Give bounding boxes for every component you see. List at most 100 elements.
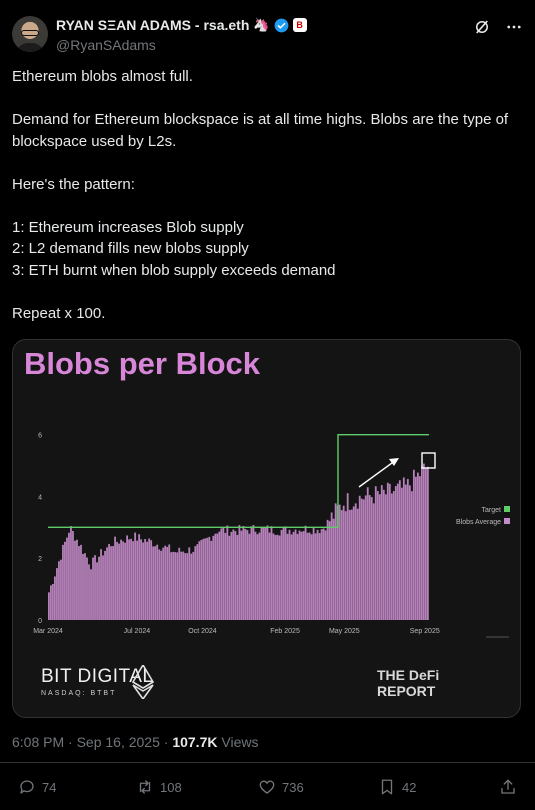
reply-button[interactable]: 74: [18, 778, 56, 796]
blobs-average-bar: [236, 534, 239, 620]
blobs-average-bar: [312, 527, 315, 620]
blobs-average-bar: [392, 491, 395, 620]
grok-icon[interactable]: [473, 18, 491, 36]
timestamp[interactable]: 6:08 PM · Sep 16, 2025 ·: [12, 734, 169, 750]
blobs-average-bar: [164, 545, 167, 620]
blobs-average-bar: [70, 526, 72, 620]
blobs-average-bar: [388, 483, 391, 620]
legend-label: Blobs Average: [456, 519, 501, 526]
chart-title: Blobs per Block: [24, 346, 260, 381]
x-tick-label: Oct 2024: [188, 628, 217, 635]
target-line: [48, 433, 429, 529]
blobs-average-bar: [370, 497, 373, 620]
blobs-average-bar: [184, 553, 187, 620]
avatar[interactable]: [12, 16, 48, 52]
defi-report-logo: THE DeFi REPORT: [377, 667, 439, 699]
blobs-average-bar: [240, 530, 243, 620]
line-gap: [12, 88, 523, 110]
x-tick-label: Jul 2024: [124, 628, 151, 635]
blobs-average-bar: [176, 552, 179, 620]
blobs-average-bar: [156, 544, 159, 620]
blobs-average-bar: [128, 539, 131, 620]
blobs-average-bar: [292, 531, 295, 620]
tweet-header: RYAN SΞAN ADAMS - rsa.eth 🦄 B @RyanSAdam…: [12, 14, 523, 58]
verified-badge-icon[interactable]: [274, 18, 289, 33]
annotation-box: [421, 452, 436, 469]
tweet-text: Ethereum blobs almost full. Demand for E…: [12, 66, 523, 324]
legend-swatch: [504, 518, 510, 524]
blobs-average-bar: [410, 491, 413, 620]
blobs-average-bar: [124, 542, 126, 620]
heart-icon: [259, 780, 275, 794]
blobs-average-bar: [324, 530, 327, 620]
blobs-average-bar: [210, 540, 213, 620]
blobs-average-bar: [400, 487, 403, 620]
blobs-average-bar: [340, 510, 343, 620]
blobs-average-bar: [76, 539, 78, 620]
blobs-average-bar: [358, 495, 361, 620]
bit-digital-logo: BIT DIGITAL NASDAQ: BTBT: [41, 666, 154, 697]
tweet-line: Demand for Ethereum blockspace is at all…: [12, 111, 509, 150]
blobs-average-bar: [326, 519, 329, 620]
blobs-average-bar: [202, 538, 205, 620]
blobs-average-bar: [356, 508, 359, 620]
blobs-average-bar: [130, 538, 133, 620]
blobs-average-bar: [82, 553, 84, 620]
blobs-average-bar: [416, 472, 419, 620]
blobs-average-bar: [192, 551, 195, 620]
blobs-average-bar: [154, 546, 157, 620]
blobs-average-bar: [114, 536, 116, 620]
blobs-average-bar: [264, 527, 267, 620]
blobs-average-bar: [182, 551, 185, 620]
more-options-icon[interactable]: [505, 18, 523, 36]
annotation-arrowhead: [389, 458, 399, 466]
blobs-average-bar: [62, 544, 64, 620]
blobs-average-bar: [174, 552, 177, 620]
blobs-average-bar: [282, 526, 285, 620]
blobs-average-bar: [314, 533, 317, 620]
tweet-line: Repeat x 100.: [12, 304, 106, 322]
avatar-shirt: [16, 43, 44, 52]
blobs-average-bar: [342, 505, 345, 620]
blobs-average-bar: [68, 532, 70, 620]
user-handle[interactable]: @RyanSAdams: [56, 37, 156, 53]
share-button[interactable]: [499, 778, 517, 796]
blobs-average-bar: [122, 541, 124, 620]
repost-button[interactable]: 108: [136, 778, 182, 796]
reply-count: 74: [42, 779, 57, 795]
legend-label: Target: [482, 507, 502, 514]
blobs-average-bar: [242, 526, 245, 620]
blobs-average-bar: [424, 467, 427, 620]
blobs-average-bar: [306, 532, 309, 620]
blobs-average-bar: [168, 544, 171, 620]
views-label: Views: [221, 734, 259, 750]
y-tick-label: 2: [38, 556, 42, 563]
blobs-average-bar: [220, 528, 223, 620]
blobs-average-bar: [412, 469, 415, 620]
blobs-average-bar: [166, 546, 169, 620]
line-gap: [12, 152, 523, 174]
blobs-average-bar: [346, 493, 349, 620]
blobs-average-bar: [250, 526, 253, 620]
blobs-average-bar: [50, 585, 52, 620]
blobs-average-bar: [262, 527, 265, 620]
bit-digital-wordmark: BIT DIGITAL: [41, 666, 154, 687]
bookmark-button[interactable]: 42: [378, 778, 416, 796]
affiliate-badge[interactable]: B: [292, 18, 307, 32]
blobs-average-bar: [204, 538, 207, 620]
like-button[interactable]: 736: [258, 778, 304, 796]
blobs-average-bar: [60, 559, 62, 620]
blobs-average-bar: [330, 512, 333, 620]
media-card[interactable]: Blobs per Block 0 2 4 6 Mar 2024 Jul 2024 Oct …: [12, 339, 521, 718]
blobs-average-bar: [310, 534, 313, 620]
blobs-average-bar: [380, 485, 383, 620]
blobs-average-bar: [328, 521, 331, 620]
y-tick-label: 6: [38, 433, 42, 440]
blobs-average-bar: [188, 547, 191, 620]
blobs-average-bar: [224, 532, 227, 620]
display-name[interactable]: RYAN SΞAN ADAMS - rsa.eth: [56, 17, 250, 33]
blobs-average-bar: [200, 539, 203, 620]
ethereum-icon: [132, 665, 154, 699]
tweet-line: 1: Ethereum increases Blob supply: [12, 218, 244, 236]
timestamp-row: 6:08 PM · Sep 16, 2025 · 107.7K Views: [12, 734, 258, 750]
